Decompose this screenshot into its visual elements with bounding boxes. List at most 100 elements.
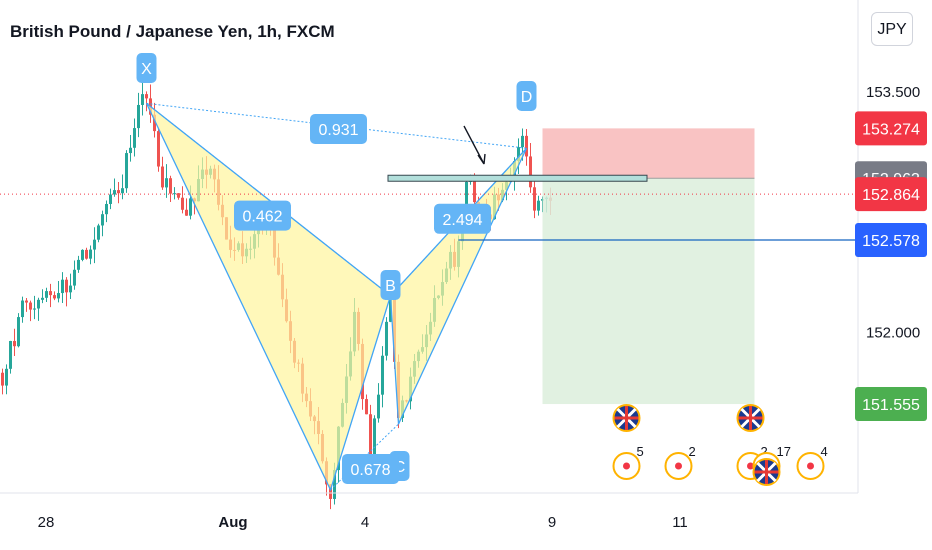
candle-body	[181, 197, 184, 210]
price-axis-label-text: 151.555	[862, 397, 920, 414]
event-dot	[675, 462, 682, 470]
pattern-ratio-0-bg	[310, 114, 367, 145]
candle-body	[5, 368, 8, 386]
candle-body	[177, 193, 180, 198]
candle-body	[381, 355, 384, 395]
candle-body	[37, 299, 40, 309]
candle-body	[525, 135, 528, 157]
take-profit-zone	[542, 178, 755, 405]
event-marker: 5	[612, 404, 644, 480]
candle-body	[49, 291, 52, 296]
price-axis-label: 152.864	[855, 177, 927, 212]
candle-body	[529, 156, 532, 188]
candle-body	[465, 181, 468, 211]
candle-body	[161, 166, 164, 188]
y-tick-label: 153.500	[866, 84, 920, 101]
candle-body	[81, 249, 84, 260]
event-count: 2	[761, 444, 768, 459]
candle-body	[13, 340, 16, 347]
stop-loss-zone	[542, 128, 755, 179]
pattern-label-x-bg	[136, 53, 157, 83]
chart-title: British Pound / Japanese Yen, 1h, FXCM	[10, 22, 335, 41]
pattern-ratio-0: 0.931	[310, 114, 367, 145]
event-count: 5	[637, 444, 644, 459]
price-axis-label: 153.274	[855, 111, 927, 146]
candle-body	[33, 308, 36, 310]
candle-body	[189, 198, 192, 216]
y-tick-label: 152.000	[866, 325, 920, 342]
candle-body	[93, 239, 96, 250]
candle-body	[73, 269, 76, 286]
currency-button[interactable]: JPY	[871, 12, 913, 46]
event-marker: 4	[796, 444, 828, 480]
price-axis-label: 151.555	[855, 387, 927, 422]
price-axis-label-bg	[855, 222, 927, 257]
candle-body	[53, 295, 56, 299]
candle-body	[329, 484, 332, 499]
pattern-label-b-bg	[380, 270, 401, 300]
candle-body	[29, 302, 32, 310]
pattern-label-d-text: D	[521, 89, 533, 106]
price-axis-label-text: 152.864	[862, 187, 920, 204]
candle-body	[69, 285, 72, 293]
x-tick-label: 4	[361, 514, 369, 531]
pattern-bcd-triangle	[389, 147, 528, 425]
price-axis-label-bg	[855, 387, 927, 422]
resistance-zone	[387, 174, 648, 182]
price-axis-label: 152.578	[855, 222, 927, 257]
pattern-label-d: D	[516, 81, 537, 111]
pattern-xab-triangle	[145, 102, 392, 492]
x-tick-label: 9	[548, 514, 556, 531]
candle-body	[21, 300, 24, 318]
candle-body	[365, 399, 368, 415]
price-axis-label-text: 152.578	[862, 233, 920, 250]
pattern-label-d-bg	[516, 81, 537, 111]
candle-body	[385, 321, 388, 356]
candle-body	[89, 249, 92, 259]
event-marker: 17	[752, 444, 791, 486]
candle-body	[389, 293, 392, 322]
pattern-ratio-0-text: 0.931	[318, 122, 358, 139]
candle-body	[1, 372, 4, 386]
candle-body	[105, 203, 108, 215]
candle-body	[173, 193, 176, 195]
pattern-label-x: X	[136, 53, 157, 83]
candle-body	[145, 94, 148, 99]
price-axis-label-bg	[855, 111, 927, 146]
event-dot	[807, 462, 814, 470]
pattern-ratio-3-text: 2.494	[442, 212, 482, 229]
x-tick-label: 28	[38, 514, 55, 531]
pattern-ratio-3-bg	[434, 203, 491, 234]
candle-body	[137, 104, 140, 129]
pattern-label-x-text: X	[141, 61, 152, 78]
event-count: 4	[821, 444, 828, 459]
candle-body	[533, 187, 536, 211]
x-tick-label: Aug	[218, 514, 247, 531]
pattern-label-b-text: B	[385, 278, 396, 295]
candle-body	[97, 225, 100, 240]
candle-body	[61, 279, 64, 294]
candle-body	[133, 128, 136, 148]
candle-body	[141, 94, 144, 105]
candle-body	[165, 178, 168, 188]
pattern-label-c-text: C	[394, 459, 406, 476]
candle-body	[85, 249, 88, 259]
candle-body	[121, 188, 124, 194]
uk-flag-cross	[754, 460, 779, 484]
pattern-label-b: B	[380, 270, 401, 300]
candle-body	[169, 178, 172, 194]
candle-body	[157, 131, 160, 167]
event-count: 17	[777, 444, 791, 459]
pattern-ratio-1-bg	[234, 200, 291, 231]
event-count: 2	[689, 444, 696, 459]
pattern-ratio-1: 0.462	[234, 200, 291, 231]
x-tick-label: 11	[672, 514, 688, 531]
pattern-ratio-2-text: 0.678	[350, 462, 390, 479]
candle-body	[9, 340, 12, 369]
candle-body	[57, 293, 60, 299]
candle-body	[153, 114, 156, 132]
pattern-ratio-2: 0.678	[342, 453, 399, 484]
price-axis-label-text: 153.274	[862, 121, 920, 138]
